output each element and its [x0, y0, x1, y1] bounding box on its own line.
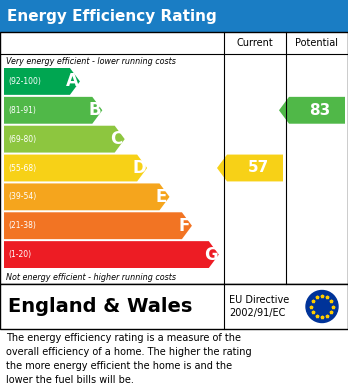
Text: B: B — [88, 101, 101, 119]
Text: England & Wales: England & Wales — [8, 297, 192, 316]
Polygon shape — [4, 212, 192, 239]
Text: A: A — [65, 72, 78, 90]
Polygon shape — [279, 97, 345, 124]
Polygon shape — [4, 183, 169, 210]
Circle shape — [306, 291, 338, 323]
Text: EU Directive
2002/91/EC: EU Directive 2002/91/EC — [229, 295, 289, 318]
Polygon shape — [4, 154, 147, 181]
Text: 83: 83 — [309, 103, 331, 118]
Polygon shape — [4, 126, 125, 152]
Text: Very energy efficient - lower running costs: Very energy efficient - lower running co… — [6, 57, 176, 66]
Text: E: E — [156, 188, 167, 206]
Text: 57: 57 — [247, 160, 269, 176]
Text: Current: Current — [237, 38, 274, 48]
Text: D: D — [132, 159, 146, 177]
Bar — [0, 32, 348, 284]
Polygon shape — [4, 97, 102, 124]
Text: Energy Efficiency Rating: Energy Efficiency Rating — [7, 9, 217, 23]
Text: The energy efficiency rating is a measure of the
overall efficiency of a home. T: The energy efficiency rating is a measur… — [6, 333, 252, 385]
Polygon shape — [4, 241, 219, 268]
Bar — [0, 284, 348, 329]
Text: (92-100): (92-100) — [8, 77, 41, 86]
Text: (21-38): (21-38) — [8, 221, 36, 230]
Text: (69-80): (69-80) — [8, 135, 36, 143]
Polygon shape — [217, 154, 283, 181]
Text: (1-20): (1-20) — [8, 250, 31, 259]
Text: C: C — [111, 130, 123, 148]
Text: F: F — [178, 217, 190, 235]
Text: Potential: Potential — [295, 38, 339, 48]
Polygon shape — [4, 68, 80, 95]
Text: (39-54): (39-54) — [8, 192, 36, 201]
Text: G: G — [204, 246, 218, 264]
Text: (81-91): (81-91) — [8, 106, 36, 115]
Text: (55-68): (55-68) — [8, 163, 36, 172]
Text: Not energy efficient - higher running costs: Not energy efficient - higher running co… — [6, 273, 176, 282]
Bar — [0, 0, 348, 32]
